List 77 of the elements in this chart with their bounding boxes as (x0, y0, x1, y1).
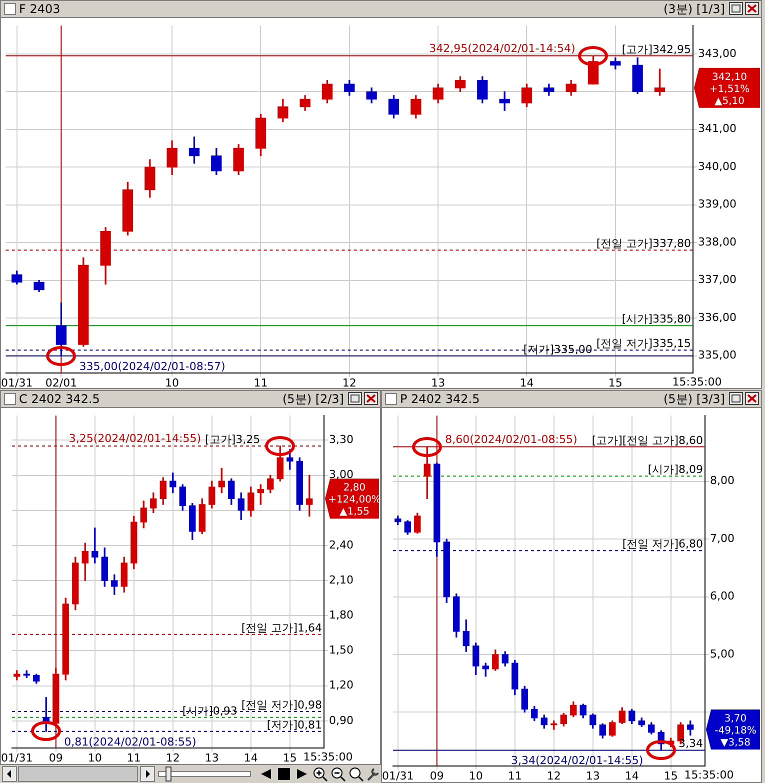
y-tick-label: 1,50 (329, 644, 354, 657)
ref-line-label: [전일 고가]1,64 (241, 621, 322, 634)
ref-line-label: [저가]0,81 (266, 718, 322, 732)
ref-line-label: [고가][전일 고가]8,60 (592, 434, 703, 447)
text: 15:35:00 (303, 750, 353, 764)
x-tick-label: 15 (664, 769, 678, 782)
x-tick-label: 11 (126, 751, 141, 764)
y-tick-label: 338,00 (698, 235, 736, 248)
ref-line-label: [고가]342,95 (622, 42, 691, 56)
x-tick-label: 02/01 (45, 376, 78, 390)
annotation: 335,00(2024/02/01-08:57) (79, 360, 226, 373)
x-tick-label: 12 (546, 769, 561, 782)
text: 2,80 +124,00% ▲1,55 (328, 482, 381, 518)
x-tick-label: 09 (48, 751, 63, 764)
annotation: 0,81(2024/02/01-08:55) (64, 735, 196, 748)
y-tick-label: 5,00 (710, 647, 734, 660)
y-tick-label: 337,00 (698, 273, 736, 286)
x-tick-label: 01/31 (382, 769, 414, 782)
chart-subtitle: (5분) [2/3] (282, 391, 344, 407)
text: 3,70 -49,18% ▼3,58 (714, 713, 756, 748)
y-tick-label: 339,00 (698, 198, 736, 211)
chart-title: C 2402 342.5 (19, 391, 100, 407)
x-tick-label: 09 (430, 769, 444, 782)
y-tick-label: 1,80 (329, 608, 354, 622)
ref-line-label: [전일 저가]335,15 (596, 337, 691, 350)
x-tick-label: 14 (520, 376, 534, 390)
y-tick-label: 341,00 (698, 122, 736, 136)
x-tick-label: 10 (88, 751, 102, 764)
text: 15:35:00 (684, 768, 734, 782)
annotation: 3,34(2024/02/01-14:55) (510, 754, 644, 768)
y-tick-label: 1,20 (329, 678, 354, 692)
ref-line-label: 3,34 (678, 737, 703, 750)
x-tick-label: 10 (468, 769, 483, 782)
x-tick-label: 11 (508, 769, 522, 782)
ref-line-label: [전일 저가]6,80 (622, 538, 703, 551)
y-tick-label: 3,30 (329, 433, 354, 446)
ref-line-label: [시가]8,09 (648, 463, 703, 476)
ref-line-label: [시가]0,93 (182, 704, 238, 718)
ref-line-label: [저가]335,00 (523, 342, 592, 356)
x-tick-label: 13 (431, 376, 446, 390)
ref-line-label: [고가]3,25 (205, 433, 260, 446)
x-tick-label: 15 (608, 376, 622, 390)
chart-subtitle: (5분) [3/3] (664, 391, 725, 407)
x-tick-label: 01/31 (1, 376, 33, 390)
x-tick-label: 11 (254, 376, 268, 390)
y-tick-label: 2,10 (329, 573, 354, 586)
x-tick-label: 14 (624, 769, 639, 782)
y-tick-label: 6,00 (710, 590, 734, 603)
x-tick-label: 12 (342, 376, 356, 390)
x-tick-label: 14 (244, 751, 258, 764)
y-tick-label: 8,00 (710, 474, 734, 488)
chart-title: F 2403 (19, 1, 60, 17)
y-tick-label: 343,00 (698, 46, 736, 60)
x-tick-label: 10 (165, 376, 180, 390)
x-tick-label: 01/31 (1, 751, 33, 764)
y-tick-label: 0,90 (329, 714, 354, 727)
annotation: 342,95(2024/02/01-14:54) (429, 42, 576, 55)
x-tick-label: 12 (166, 751, 180, 764)
annotation: 3,25(2024/02/01-14:55) (68, 432, 202, 446)
y-tick-label: 3,00 (329, 468, 354, 482)
x-tick-label: 15 (282, 751, 297, 764)
candlestick (499, 91, 510, 111)
ref-line-label: [전일 저가]0,98 (241, 698, 322, 712)
chart-title: P 2402 342.5 (400, 391, 480, 407)
y-tick-label: 2,40 (329, 538, 354, 552)
y-tick-label: 336,00 (698, 310, 736, 324)
ref-line-label: [시가]335,80 (622, 312, 691, 326)
annotation: 8,60(2024/02/01-08:55) (445, 432, 578, 446)
x-tick-label: 13 (204, 751, 219, 764)
chart-subtitle: (3분) [1/3] (664, 1, 725, 17)
ref-line-label: [전일 고가]337,80 (596, 237, 691, 250)
text: 342,10 +1,51% ▲5,10 (709, 72, 750, 107)
y-tick-label: 335,00 (698, 348, 736, 362)
y-tick-label: 7,00 (710, 532, 734, 545)
y-tick-label: 340,00 (698, 160, 736, 173)
x-tick-label: 13 (586, 769, 600, 782)
text: 15:35:00 (672, 375, 722, 388)
